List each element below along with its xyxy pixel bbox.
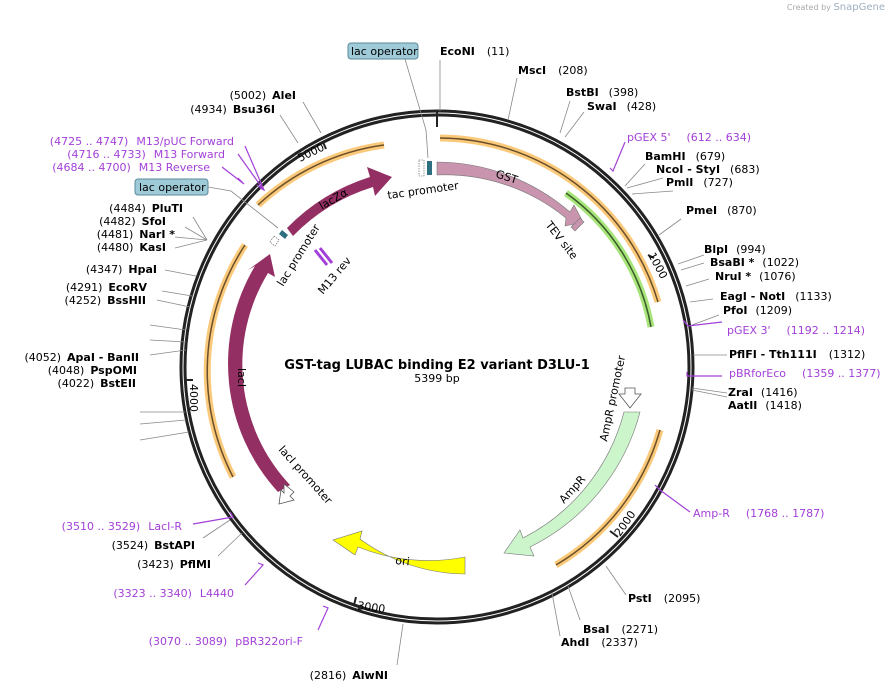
site-eagi-noti[interactable]: EagI - NotI (1133): [720, 290, 832, 303]
primer-labels-left: (3070 .. 3089) pBR322ori-F (3323 .. 3340)…: [50, 135, 303, 648]
plasmid-length: 5399 bp: [414, 372, 459, 385]
feature-label-laci: lacI: [235, 368, 248, 387]
site-econi[interactable]: EcoNI (11): [440, 45, 509, 58]
feature-lacZa[interactable]: lacZα: [287, 167, 392, 236]
lac-operator-top[interactable]: lac operator: [347, 42, 429, 159]
primer-m13-puc-forward[interactable]: (4725 .. 4747) M13/pUC Forward: [50, 135, 234, 148]
feature-ori[interactable]: ori: [332, 530, 466, 575]
restriction-sites-left: [139, 101, 322, 557]
site-bsu36i[interactable]: (4934) Bsu36I: [190, 103, 275, 116]
primer-markers: [192, 141, 723, 631]
tick-3000: 3000: [357, 599, 387, 616]
site-ecorv[interactable]: (4291) EcoRV: [66, 281, 148, 294]
primer-pbrforeco[interactable]: pBRforEco (1359 .. 1377): [729, 367, 881, 380]
credit-prefix: Created by: [786, 3, 831, 12]
credit-brand: SnapGene: [833, 2, 885, 13]
feature-label-ori: ori: [395, 554, 411, 568]
orf-arcs: [203, 134, 664, 569]
primer-l4440[interactable]: (3323 .. 3340) L4440: [113, 587, 234, 600]
site-alwni[interactable]: (2816) AlwNI: [310, 669, 388, 682]
restriction-sites-right: [396, 60, 728, 666]
site-msci[interactable]: MscI (208): [518, 64, 588, 77]
site-pfoi[interactable]: PfoI (1209): [723, 304, 792, 317]
site-bsshii[interactable]: (4252) BssHII: [65, 294, 146, 307]
site-pflfi-tth111i[interactable]: PflFI - Tth111I (1312): [729, 348, 865, 361]
primer-pbr322ori-f[interactable]: (3070 .. 3089) pBR322ori-F: [149, 635, 303, 648]
site-hpai[interactable]: (4347) HpaI: [86, 263, 157, 276]
feature-label-gst: GST: [494, 167, 519, 186]
primer-m13-forward[interactable]: (4716 .. 4733) M13 Forward: [67, 148, 225, 161]
tick-marks: [185, 111, 655, 606]
lac-operator-left[interactable]: lac operator: [134, 178, 279, 229]
site-bamhi[interactable]: BamHI (679): [645, 150, 725, 163]
site-bsteii[interactable]: (4022) BstEII: [58, 377, 136, 390]
primer-pgex5[interactable]: pGEX 5' (612 .. 634): [627, 131, 751, 144]
site-zrai[interactable]: ZraI (1416): [728, 386, 798, 399]
restriction-labels-right: EcoNI (11) MscI (208) BstBI (398) SwaI (428)…: [440, 45, 865, 649]
feature-M13-rev[interactable]: M13 rev: [313, 247, 354, 297]
site-pmli[interactable]: PmlI (727): [666, 176, 733, 189]
site-bstapi[interactable]: (3524) BstAPI: [112, 539, 195, 552]
site-bsai[interactable]: BsaI (2271): [583, 623, 658, 636]
site-nrui[interactable]: NruI * (1076): [715, 270, 796, 283]
primer-labels-right: pGEX 5' (612 .. 634) pGEX 3' (1192 .. 1214…: [627, 131, 881, 520]
site-swai[interactable]: SwaI (428): [587, 100, 656, 113]
site-aatii[interactable]: AatII (1418): [728, 399, 802, 412]
feature-label-lacza: lacZα: [317, 186, 350, 213]
snapgene-credit: Created by SnapGene: [787, 2, 885, 13]
site-nari[interactable]: (4481) NarI *: [97, 228, 176, 241]
feature-lacI[interactable]: lacI: [228, 254, 290, 492]
site-pluti[interactable]: (4484) PluTI: [109, 202, 183, 215]
lac-operator-top-label: lac operator: [351, 45, 418, 58]
site-ahdi[interactable]: AhdI (2337): [561, 636, 638, 649]
primer-pgex3[interactable]: pGEX 3' (1192 .. 1214): [727, 324, 865, 337]
feature-lacI-promoter[interactable]: lacI promoter: [276, 443, 335, 507]
site-sfoi[interactable]: (4482) SfoI: [99, 215, 166, 228]
primer-laci-r[interactable]: (3510 .. 3529) LacI-R: [62, 520, 183, 533]
site-pflmi[interactable]: (3423) PflMI: [137, 558, 211, 571]
feature-GST[interactable]: GST: [436, 161, 584, 227]
site-apai-banii[interactable]: (4052) ApaI - BanII: [24, 351, 139, 364]
site-pmei[interactable]: PmeI (870): [686, 204, 757, 217]
tick-4000: 4000: [187, 384, 200, 412]
primer-m13-reverse[interactable]: (4684 .. 4700) M13 Reverse: [52, 161, 210, 174]
feature-TEV-site[interactable]: TEV site: [542, 217, 585, 262]
feature-label-tac-promoter: tac promoter: [387, 179, 460, 202]
site-bstbi[interactable]: BstBI (398): [566, 86, 638, 99]
site-bsabi[interactable]: BsaBI * (1022): [710, 256, 799, 269]
lac-operator-left-label: lac operator: [139, 181, 206, 194]
primer-amp-r[interactable]: Amp-R (1768 .. 1787): [693, 507, 824, 520]
site-alei[interactable]: (5002) AleI: [230, 89, 296, 102]
site-ncoi-styi[interactable]: NcoI - StyI (683): [656, 163, 760, 176]
site-psti[interactable]: PstI (2095): [628, 592, 700, 605]
plasmid-title: GST-tag LUBAC binding E2 variant D3LU-1: [284, 358, 589, 373]
site-pspomi[interactable]: (4048) PspOMI: [48, 364, 137, 377]
feature-label-m13-rev: M13 rev: [315, 254, 354, 297]
site-kasi[interactable]: (4480) KasI: [97, 241, 166, 254]
restriction-labels-left: (2816) AlwNI (3423) PflMI (3524) BstAPI (40…: [24, 89, 388, 682]
site-blpi[interactable]: BlpI (994): [704, 243, 766, 256]
